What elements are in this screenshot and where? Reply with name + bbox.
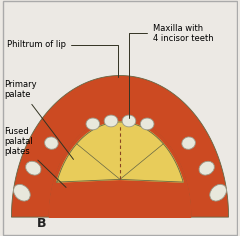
Text: Maxilla with
4 incisor teeth: Maxilla with 4 incisor teeth [129,24,214,118]
Ellipse shape [140,118,154,130]
Text: B: B [37,217,47,230]
Text: Philtrum of lip: Philtrum of lip [7,40,118,77]
Ellipse shape [122,115,136,127]
Polygon shape [49,118,191,217]
Ellipse shape [182,137,195,149]
Text: Fused
palatal
plates: Fused palatal plates [4,127,66,187]
Ellipse shape [26,161,41,175]
Ellipse shape [199,161,214,175]
Text: Primary
palate: Primary palate [4,80,73,159]
Ellipse shape [45,137,58,149]
Ellipse shape [86,118,100,130]
Polygon shape [57,122,183,182]
Ellipse shape [104,115,118,127]
Ellipse shape [13,184,30,201]
Ellipse shape [210,184,227,201]
Polygon shape [12,76,228,217]
